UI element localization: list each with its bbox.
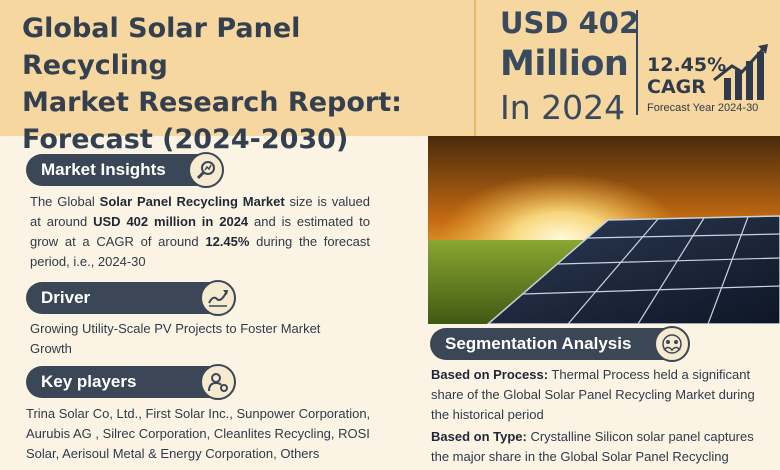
driver-text: Growing Utility-Scale PV Projects to Fos… — [30, 321, 321, 356]
segmentation-heading: Segmentation Analysis — [430, 326, 690, 362]
market-insights-heading: Market Insights — [26, 152, 224, 188]
key-players-heading: Key players — [26, 364, 236, 400]
process-text: Thermal Process held a significant share… — [431, 367, 755, 422]
insights-text-2: size is valued at around — [30, 194, 371, 229]
insights-text-1: The Global — [30, 194, 100, 209]
title-line-1: Global Solar Panel Recycling — [22, 13, 301, 81]
segmentation-type: Based on Type: Crystalline Silicon solar… — [431, 427, 771, 470]
insights-bold-cagr: 12.45% — [205, 234, 250, 249]
rising-bar-chart-icon — [713, 44, 768, 100]
title-line-3: Forecast (2024-2030) — [22, 124, 349, 155]
insights-bold-value: USD 402 million in 2024 — [93, 214, 249, 229]
report-title: Global Solar Panel Recycling Market Rese… — [22, 10, 452, 158]
magnifier-chart-icon — [188, 152, 224, 188]
market-insights-text: The Global Solar Panel Recycling Market … — [30, 192, 370, 272]
insights-text-3: and is estimated to grow at a CAGR of ar… — [30, 214, 371, 249]
market-value-usd: USD 402 — [500, 6, 640, 40]
market-insights-title: Market Insights — [41, 160, 166, 179]
value-separator — [636, 10, 638, 115]
market-value-unit: Million — [500, 44, 629, 84]
growth-chart-icon — [200, 280, 236, 316]
type-text: Crystalline Silicon solar panel captures… — [431, 429, 754, 470]
person-gear-icon — [200, 364, 236, 400]
key-players-title: Key players — [41, 372, 137, 391]
solar-panel-photo — [428, 136, 780, 324]
segmentation-process: Based on Process: Thermal Process held a… — [431, 365, 771, 425]
people-group-icon — [654, 326, 690, 362]
insights-text-4: during the forecast period, i.e., 2024-3… — [30, 234, 370, 269]
insights-bold-market: Solar Panel Recycling Market — [99, 194, 285, 209]
process-label: Based on Process: — [431, 367, 549, 382]
header-banner: Global Solar Panel Recycling Market Rese… — [0, 0, 780, 155]
title-line-2: Market Research Report: — [22, 87, 402, 118]
type-label: Based on Type: — [431, 429, 527, 444]
segmentation-title: Segmentation Analysis — [445, 334, 632, 353]
forecast-year: Forecast Year 2024-30 — [647, 102, 759, 114]
key-players-text: Trina Solar Co, Ltd., First Solar Inc., … — [26, 406, 371, 461]
market-value-year: In 2024 — [500, 88, 626, 127]
driver-title: Driver — [41, 288, 91, 307]
header-divider — [474, 0, 476, 136]
cagr-value: 12.45% — [647, 54, 727, 76]
driver-heading: Driver — [26, 280, 236, 316]
cagr-label: CAGR — [647, 76, 706, 98]
